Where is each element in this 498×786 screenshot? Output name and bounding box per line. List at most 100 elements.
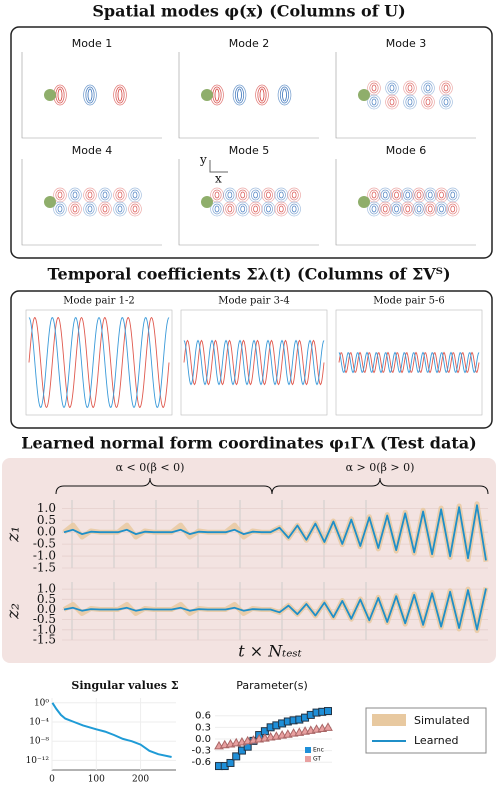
contour (405, 82, 415, 94)
contour (276, 203, 286, 215)
contour (214, 191, 220, 199)
contour (85, 189, 95, 201)
contour (237, 88, 242, 102)
contour (57, 205, 63, 213)
contour (387, 82, 397, 94)
contour (227, 191, 233, 199)
y-axis-label: z₁ (4, 526, 24, 543)
x-tick-label: 0 (49, 775, 55, 785)
contour (369, 96, 379, 108)
contour (128, 201, 142, 217)
contour (378, 201, 393, 217)
enc-point (324, 707, 332, 716)
contour (439, 191, 444, 199)
contour (57, 191, 63, 199)
contour (278, 205, 284, 213)
contour (423, 201, 438, 217)
contour (70, 203, 80, 215)
contour (369, 189, 379, 201)
contour (385, 94, 399, 110)
learned-panel (2, 458, 496, 663)
y-tick-label: -1.0 (33, 622, 56, 636)
contour (389, 201, 404, 217)
mode-label: Mode 6 (386, 144, 426, 157)
legend-label: Enc (313, 747, 324, 754)
panel-title: Mode pair 1-2 (63, 296, 134, 307)
contour (238, 189, 248, 201)
contour (251, 203, 261, 215)
y-tick-label: 1.0 (37, 501, 56, 515)
contour (266, 191, 271, 199)
contour (225, 189, 235, 201)
contour (443, 98, 449, 106)
contour (427, 191, 433, 199)
panel-axes (180, 309, 328, 416)
temporal-frame (10, 290, 493, 429)
contour (367, 201, 381, 217)
spatial-title: Spatial modes φ(x) (Columns of U) (92, 2, 405, 21)
contour (130, 189, 140, 201)
contour (367, 94, 381, 110)
contour (87, 205, 93, 213)
axes (21, 52, 162, 139)
contour (371, 205, 377, 213)
contour (425, 84, 431, 92)
contour (423, 82, 433, 94)
contour (391, 189, 402, 201)
contour (450, 191, 456, 199)
contour (421, 94, 435, 110)
y-tick-label: 0.6 (195, 711, 211, 722)
contour (439, 205, 444, 213)
x-tick-label: 100 (88, 775, 105, 785)
contour (450, 205, 456, 213)
contour (68, 201, 82, 217)
contour (414, 189, 424, 201)
contour (132, 191, 138, 199)
mode-label: Mode 4 (72, 144, 112, 157)
legend-label: Learned (414, 734, 459, 747)
contour (255, 84, 269, 106)
spatial-frame (10, 26, 493, 259)
contour (227, 205, 233, 213)
y-tick-label: -1.5 (33, 561, 56, 575)
contour (276, 189, 286, 201)
axes (335, 52, 476, 139)
contour (371, 98, 377, 106)
mode-label: Mode 2 (229, 37, 269, 50)
y-tick-label: 0.0 (37, 525, 56, 539)
axes (21, 159, 162, 246)
singular-line (51, 702, 172, 758)
y-tick-label: 0.0 (37, 602, 56, 616)
y-tick-label: 0.0 (195, 734, 211, 745)
contour (371, 191, 377, 199)
contour (291, 205, 297, 213)
coefficient-curve (28, 316, 170, 409)
contour (439, 94, 453, 110)
panel-axes (25, 309, 173, 416)
contour (115, 86, 125, 104)
contour (130, 203, 140, 215)
cylinder (201, 196, 213, 208)
contour (387, 96, 397, 108)
x-axis-label: t × Nₜₑₛₜ (238, 642, 302, 661)
contour (72, 191, 78, 199)
mode-label: Mode 3 (386, 37, 426, 50)
contour (289, 189, 299, 201)
contour (405, 96, 415, 108)
contour (278, 191, 284, 199)
contour (253, 191, 258, 199)
contour (425, 98, 431, 106)
panel-axes (335, 309, 483, 416)
contour (401, 201, 415, 217)
coefficient-curve (183, 339, 325, 386)
contour (57, 88, 63, 102)
contour (277, 84, 292, 106)
contour (382, 205, 388, 213)
contour (289, 203, 299, 215)
contour (240, 191, 246, 199)
gt-point (323, 722, 333, 731)
coefficient-curve (28, 316, 170, 409)
contour (389, 84, 395, 92)
contour (279, 86, 290, 104)
axis-arrows (209, 160, 228, 173)
